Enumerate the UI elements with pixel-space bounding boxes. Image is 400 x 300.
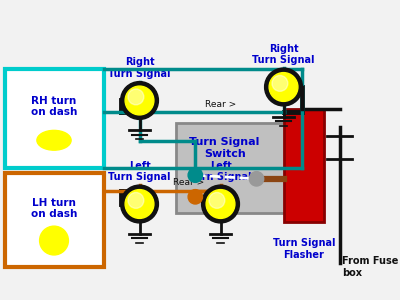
FancyBboxPatch shape: [176, 123, 292, 213]
Circle shape: [40, 226, 68, 255]
FancyBboxPatch shape: [4, 172, 104, 267]
Text: Right
Turn Signal: Right Turn Signal: [252, 44, 315, 65]
FancyBboxPatch shape: [4, 69, 104, 168]
Text: Turn Signal
Switch: Turn Signal Switch: [190, 137, 260, 159]
Text: RH turn
on dash: RH turn on dash: [31, 96, 77, 117]
Circle shape: [121, 82, 158, 119]
Circle shape: [188, 168, 202, 182]
Text: LH turn
on dash: LH turn on dash: [31, 198, 77, 219]
Circle shape: [269, 73, 298, 101]
Text: Right
Turn Signal: Right Turn Signal: [108, 57, 171, 79]
Circle shape: [125, 86, 154, 115]
Circle shape: [128, 193, 144, 208]
Text: Left
Turn Signal: Left Turn Signal: [189, 161, 252, 182]
Circle shape: [202, 185, 240, 223]
FancyBboxPatch shape: [284, 110, 324, 222]
Circle shape: [209, 193, 225, 208]
Circle shape: [128, 89, 144, 105]
Text: Rear >: Rear >: [173, 178, 205, 187]
Text: From Fuse
box: From Fuse box: [342, 256, 398, 278]
Circle shape: [272, 76, 288, 91]
Circle shape: [249, 172, 264, 186]
Circle shape: [188, 190, 202, 204]
Circle shape: [206, 190, 235, 218]
Text: Rear >: Rear >: [205, 100, 236, 109]
Circle shape: [121, 185, 158, 223]
Text: Left
Turn Signal: Left Turn Signal: [108, 161, 171, 182]
Ellipse shape: [37, 130, 71, 150]
Circle shape: [125, 190, 154, 218]
Circle shape: [265, 68, 302, 106]
Text: Turn Signal
Flasher: Turn Signal Flasher: [272, 238, 335, 260]
